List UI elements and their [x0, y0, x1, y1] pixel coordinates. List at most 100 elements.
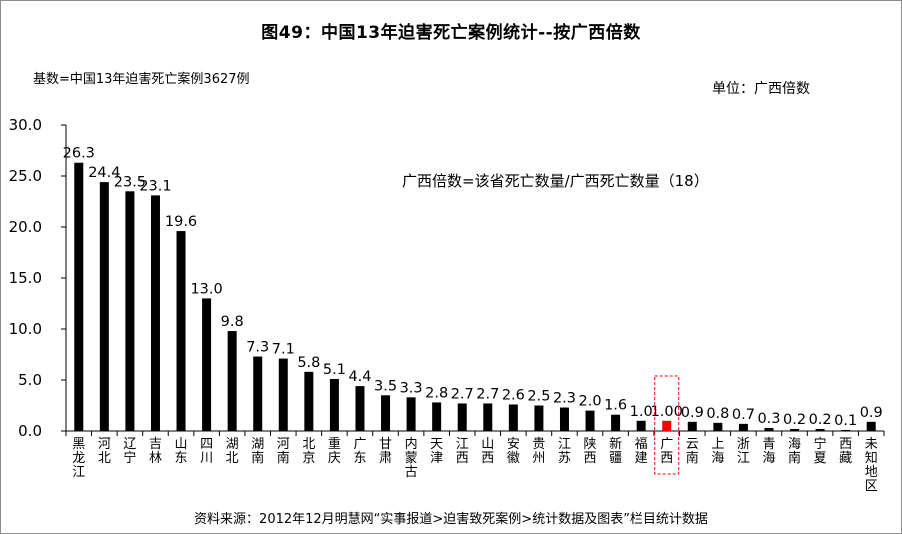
- x-category-char: 浙: [737, 437, 750, 452]
- x-category-char: 重: [328, 436, 341, 452]
- bar: [253, 356, 263, 431]
- x-category-char: 湖: [251, 437, 264, 452]
- data-label: 0.3: [757, 411, 780, 427]
- x-category-label: 新疆: [609, 436, 622, 466]
- bar: [74, 162, 84, 432]
- data-label: 7.1: [272, 342, 295, 358]
- x-category-char: 江: [558, 437, 571, 452]
- bar: [738, 423, 748, 431]
- x-category-char: 西: [481, 451, 494, 466]
- data-label: 0.8: [706, 406, 729, 422]
- bar: [227, 331, 237, 431]
- data-label: 2.7: [451, 386, 474, 402]
- y-tick-label: 10.0: [9, 320, 42, 338]
- bar: [815, 428, 825, 431]
- y-tick-label: 30.0: [9, 116, 42, 134]
- y-tick-label: 15.0: [9, 269, 42, 287]
- x-category-char: 福: [635, 437, 648, 452]
- x-category-char: 贵: [532, 437, 545, 452]
- x-category-char: 川: [200, 451, 213, 466]
- x-category-char: 海: [711, 451, 724, 466]
- x-category-char: 南: [277, 450, 290, 466]
- x-category-label: 江西: [456, 437, 469, 466]
- x-category-char: 山: [481, 437, 494, 452]
- x-category-char: 西: [456, 451, 469, 466]
- x-category-label: 内蒙古: [405, 436, 418, 480]
- data-label: 0.9: [860, 405, 883, 421]
- data-label: 2.0: [579, 394, 602, 410]
- data-label: 0.1: [834, 413, 857, 429]
- x-category-char: 南: [251, 450, 264, 466]
- x-category-label: 北京: [302, 437, 315, 466]
- x-category-char: 建: [635, 451, 648, 466]
- bar: [432, 402, 442, 431]
- data-label: 0.2: [783, 412, 806, 428]
- x-category-char: 江: [737, 451, 750, 466]
- data-label: 1.0: [630, 404, 653, 420]
- x-category-char: 龙: [72, 451, 85, 466]
- x-category-char: 海: [788, 437, 801, 452]
- bar: [662, 420, 672, 431]
- bar: [304, 371, 314, 431]
- x-category-char: 四: [200, 437, 213, 452]
- x-category-label: 安徽: [507, 437, 520, 466]
- data-label: 5.8: [297, 355, 320, 371]
- data-label: 3.3: [400, 380, 423, 396]
- y-tick-label: 25.0: [9, 167, 42, 185]
- x-category-char: 蒙: [405, 451, 418, 466]
- bar: [99, 182, 109, 431]
- x-category-label: 重庆: [328, 436, 341, 466]
- x-category-char: 京: [302, 451, 315, 466]
- bar: [329, 378, 339, 431]
- bar: [202, 298, 212, 431]
- x-category-char: 宁: [123, 450, 136, 466]
- x-category-char: 北: [302, 437, 315, 452]
- bar: [687, 421, 697, 431]
- x-category-char: 甘: [379, 437, 392, 452]
- x-category-char: 黑: [72, 437, 85, 452]
- x-category-char: 南: [788, 450, 801, 466]
- x-category-char: 古: [405, 465, 418, 480]
- x-category-char: 江: [72, 465, 85, 480]
- bar: [790, 428, 800, 431]
- x-category-char: 新: [609, 436, 622, 452]
- bar: [125, 191, 135, 431]
- x-category-char: 徽: [507, 451, 520, 466]
- x-category-char: 肃: [379, 451, 392, 466]
- bar: [534, 405, 544, 431]
- bar: [585, 410, 595, 431]
- y-tick-label: 20.0: [9, 218, 42, 236]
- bar: [176, 231, 186, 431]
- x-category-label: 西藏: [839, 437, 852, 466]
- x-category-char: 辽: [123, 437, 136, 452]
- data-label: 0.9: [681, 405, 704, 421]
- data-label: 0.7: [732, 407, 755, 423]
- bar: [406, 397, 416, 431]
- x-category-char: 区: [865, 479, 878, 494]
- x-category-label: 上海: [711, 437, 724, 466]
- x-category-char: 河: [277, 437, 290, 452]
- base-note: 基数=中国13年迫害死亡案例3627例: [33, 72, 250, 87]
- x-category-label: 湖北: [226, 437, 239, 466]
- bar: [841, 429, 851, 431]
- y-tick-label: 5.0: [18, 371, 42, 389]
- x-category-char: 藏: [839, 451, 852, 466]
- x-category-label: 四川: [200, 437, 213, 466]
- unit-note: 单位：广西倍数: [712, 81, 810, 97]
- data-label: 2.5: [527, 389, 550, 405]
- x-category-char: 天: [430, 437, 443, 452]
- x-category-label: 福建: [635, 437, 648, 466]
- x-category-label: 宁夏: [814, 436, 827, 466]
- data-label: 23.5: [114, 174, 146, 190]
- data-label: 9.8: [221, 314, 244, 330]
- x-category-label: 广东: [353, 437, 366, 466]
- x-category-char: 海: [762, 451, 775, 466]
- x-category-char: 东: [353, 451, 366, 466]
- data-label: 7.3: [246, 340, 269, 356]
- data-label: 2.7: [476, 386, 499, 402]
- bar: [713, 422, 723, 431]
- x-category-char: 青: [762, 437, 775, 452]
- source-note: 资料来源：2012年12月明慧网“实事报道>迫害致死案例>统计数据及图表”栏目统…: [194, 512, 708, 527]
